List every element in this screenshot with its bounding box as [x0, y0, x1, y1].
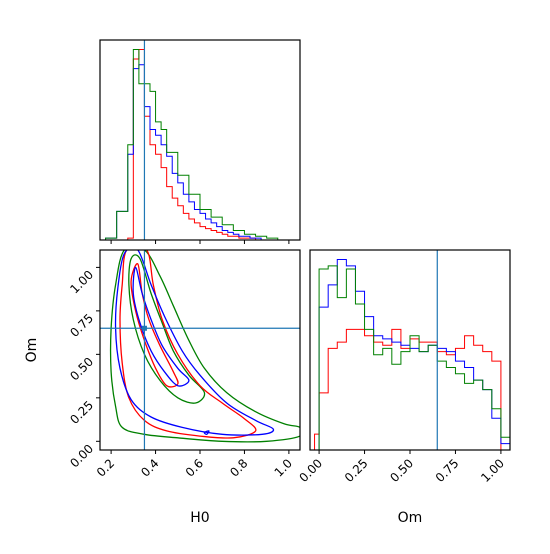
x-tick-label-om-1: 0.25: [342, 456, 371, 485]
contour-green-0: [109, 250, 300, 443]
x-tick-label-h0-1: 0.4: [138, 456, 161, 479]
h0-om-contour-panel: 0.2 0.4 0.6 0.8 1.0 0.00 0.25 0.50 0.75 1.00: [67, 249, 301, 480]
contour-blue-0: [114, 250, 275, 436]
x-axis-label-h0: H0: [190, 510, 209, 526]
x-tick-label-h0-0: 0.2: [94, 456, 117, 479]
x-tick-label-h0-2: 0.6: [183, 456, 206, 479]
x-axis-label-om: Om: [398, 510, 423, 526]
y-tick-label-om-1: 0.25: [67, 398, 96, 427]
y-tick-label-om-4: 1.00: [67, 268, 96, 297]
contour-lines: [109, 250, 300, 443]
contour-blue-2: [203, 430, 210, 435]
histogram-green-hist_Om: [310, 265, 511, 451]
contour-blue-1: [132, 266, 190, 387]
y-axis-label-om: Om: [24, 338, 40, 363]
histogram-blue-hist_Om: [310, 259, 511, 451]
h0-histogram-panel: [99, 39, 301, 244]
y-tick-label-om-2: 0.50: [67, 355, 96, 384]
contour-red-1: [130, 263, 179, 388]
x-tick-label-om-4: 1.00: [478, 456, 507, 485]
x-tick-label-h0-4: 1.0: [272, 456, 295, 479]
truth-marker: [141, 325, 147, 331]
contour-frame: [99, 249, 301, 451]
y-tick-label-om-3: 0.75: [67, 311, 96, 340]
om-histogram-panel: 0.00 0.25 0.50 0.75 1.00: [296, 249, 511, 485]
x-tick-label-om-2: 0.50: [387, 456, 416, 485]
histogram-blue-hist_H0: [100, 64, 300, 241]
histogram-green-hist_H0: [100, 49, 300, 241]
x-tick-label-h0-3: 0.8: [227, 456, 250, 479]
contour-green-1: [128, 254, 206, 404]
y-tick-label-om-0: 0.00: [67, 442, 96, 471]
x-tick-label-om-0: 0.00: [296, 456, 325, 485]
contour-red-0: [119, 250, 257, 439]
x-tick-label-om-3: 0.75: [433, 456, 462, 485]
